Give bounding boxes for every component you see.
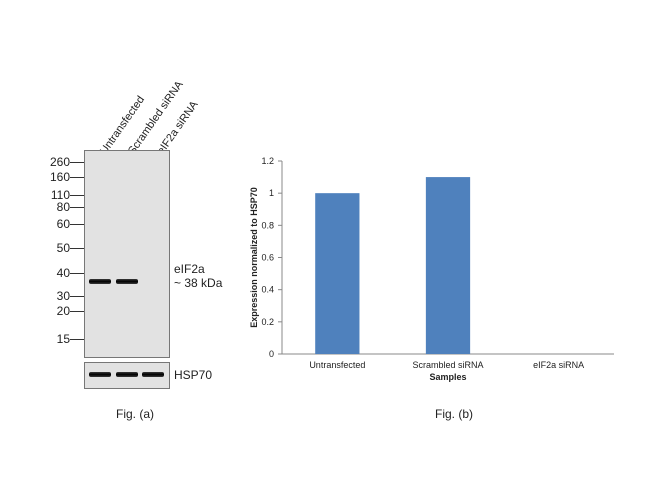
y-tick-label: 0.2 [261,317,274,327]
loading-control-label: HSP70 [174,368,213,382]
bar-chart: 0 0.2 0.4 0.6 0.8 1 1.2 Untransfected Scrambled … [249,156,614,382]
x-tick-label: Untransfected [309,360,365,370]
marker-260: 260 [49,155,70,169]
marker-tick [70,339,84,340]
marker-60: 60 [56,217,70,231]
marker-tick [70,162,84,163]
marker-110: 110 [50,188,70,202]
marker-tick [70,177,84,178]
x-tick-label: Scrambled siRNA [412,360,483,370]
blot-membrane-main [84,150,170,358]
target-size-label: ~ 38 kDa [174,276,223,290]
marker-tick [70,207,84,208]
y-tick-label: 1 [269,188,274,198]
x-tick-label: eIF2a siRNA [533,360,584,370]
marker-160: 160 [49,170,70,184]
band-hsp70-eif2a [142,372,164,377]
band-untransfected [89,279,111,284]
band-scrambled-sirna [116,279,138,284]
band-hsp70-untransfected [89,372,111,377]
marker-50: 50 [56,241,70,255]
band-hsp70-scrambled [116,372,138,377]
marker-tick [70,248,84,249]
x-axis-title: Samples [429,372,466,382]
bar-scrambled-sirna [425,177,471,354]
bar-untransfected [315,193,360,354]
y-tick-label: 0 [269,349,274,359]
marker-80: 80 [56,200,70,214]
target-label: eIF2a [174,262,205,276]
marker-tick [70,296,84,297]
marker-20: 20 [56,304,70,318]
y-tick-label: 0.6 [261,253,274,263]
y-tick-label: 1.2 [261,156,274,166]
marker-15: 15 [56,332,70,346]
marker-tick [70,224,84,225]
blot-membrane-hsp70 [84,362,170,389]
y-tick-label: 0.8 [261,220,274,230]
y-axis-title: Expression normalized to HSP70 [249,187,259,328]
marker-tick [70,195,84,196]
y-tick-label: 0.4 [261,285,274,295]
marker-40: 40 [56,266,70,280]
marker-tick [70,273,84,274]
marker-30: 30 [56,289,70,303]
figure-caption-a: Fig. (a) [116,407,155,421]
marker-tick [70,311,84,312]
figure-caption-b: Fig. (b) [435,407,474,421]
